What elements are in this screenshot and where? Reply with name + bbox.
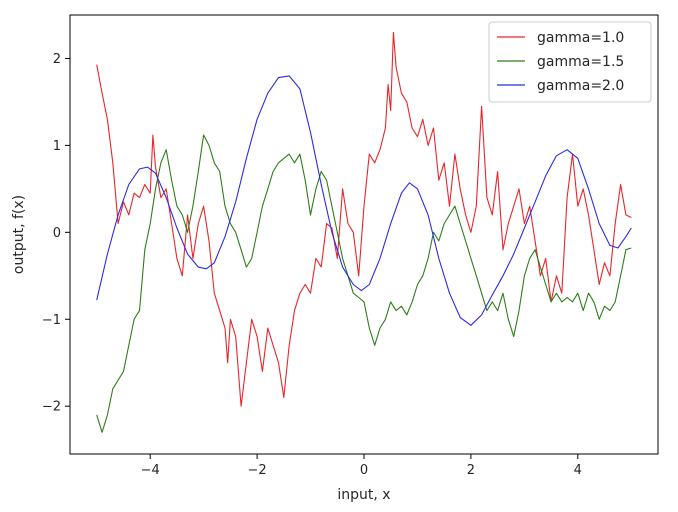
- series-line-2: [96, 134, 632, 433]
- legend-entry: gamma=1.5: [537, 54, 624, 70]
- x-tick-label: 2: [467, 463, 475, 478]
- y-tick-label: −2: [42, 400, 61, 415]
- legend: gamma=1.0 gamma=1.5 gamma=2.0: [488, 21, 652, 103]
- y-tick-label: 0: [53, 226, 61, 241]
- x-tick-label: 0: [360, 463, 368, 478]
- y-axis-ticks: −2 −1 0 1 2: [42, 52, 70, 415]
- x-tick-label: 4: [574, 463, 582, 478]
- y-axis-label: output, f(x): [11, 195, 27, 274]
- series-line-3: [96, 75, 632, 326]
- series-line-1: [96, 31, 632, 407]
- y-tick-label: −1: [42, 313, 61, 328]
- x-tick-label: −2: [248, 463, 267, 478]
- legend-box: [488, 21, 652, 103]
- y-tick-label: 1: [53, 139, 61, 154]
- legend-entry: gamma=2.0: [537, 78, 624, 94]
- series-layer: [96, 31, 632, 433]
- x-axis-ticks: −4 −2 0 2 4: [141, 454, 582, 478]
- x-tick-label: −4: [141, 463, 160, 478]
- y-tick-label: 2: [53, 52, 61, 67]
- x-axis-label: input, x: [337, 487, 390, 503]
- legend-entry: gamma=1.0: [537, 30, 624, 46]
